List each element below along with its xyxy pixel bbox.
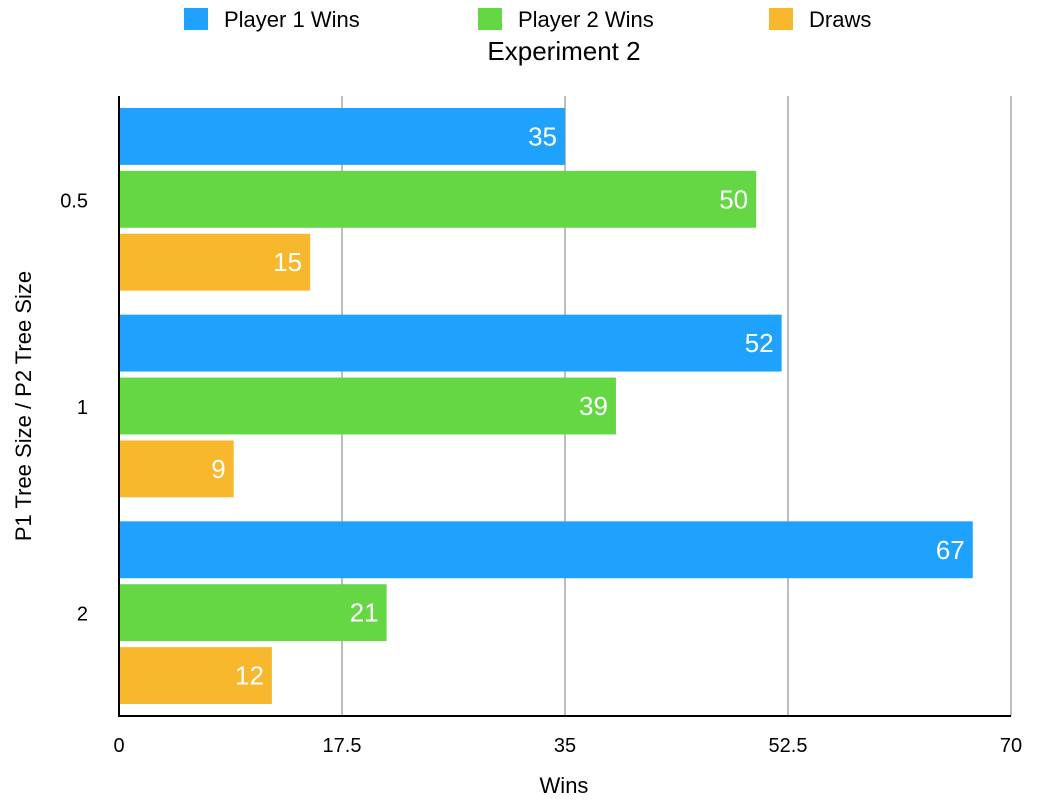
data-label: 67 xyxy=(936,535,965,565)
y-tick-label: 0.5 xyxy=(60,190,88,212)
bar xyxy=(120,108,565,165)
axes xyxy=(118,96,1011,717)
legend-swatch xyxy=(184,8,208,30)
x-tick-label: 35 xyxy=(554,735,576,757)
legend-label: Player 1 Wins xyxy=(224,7,360,32)
x-axis-label: Wins xyxy=(540,773,589,798)
data-label: 50 xyxy=(719,184,748,214)
x-tick-label: 70 xyxy=(1000,735,1022,757)
legend-swatch xyxy=(478,8,502,30)
y-tick-label: 2 xyxy=(77,604,88,626)
legend-swatch xyxy=(769,8,793,30)
bars: 35 50 15 52 39 9 67 21 12 xyxy=(120,108,973,704)
y-tick-labels: 0.5 1 2 xyxy=(60,190,88,625)
chart-title: Experiment 2 xyxy=(487,36,640,66)
bar xyxy=(120,314,782,372)
data-label: 35 xyxy=(528,121,557,151)
data-label: 15 xyxy=(273,247,302,277)
x-tick-labels: 0 17.5 35 52.5 70 xyxy=(113,735,1022,757)
legend-label: Player 2 Wins xyxy=(518,7,654,32)
bar xyxy=(120,170,757,228)
bar xyxy=(120,584,387,642)
x-tick-label: 52.5 xyxy=(769,735,808,757)
bar xyxy=(120,647,272,704)
data-label: 39 xyxy=(579,391,608,421)
legend: Player 1 Wins Player 2 Wins Draws xyxy=(184,7,871,32)
bar xyxy=(120,440,234,498)
data-label: 21 xyxy=(350,598,379,628)
bar xyxy=(120,233,311,291)
data-label: 12 xyxy=(235,661,264,691)
legend-label: Draws xyxy=(809,7,871,32)
bar xyxy=(120,377,616,435)
data-label: 9 xyxy=(211,454,225,484)
x-tick-label: 0 xyxy=(113,735,124,757)
y-axis-label: P1 Tree Size / P2 Tree Size xyxy=(11,271,36,541)
bar xyxy=(120,521,973,579)
y-tick-label: 1 xyxy=(77,397,88,419)
x-tick-label: 17.5 xyxy=(323,735,362,757)
data-label: 52 xyxy=(745,328,774,358)
